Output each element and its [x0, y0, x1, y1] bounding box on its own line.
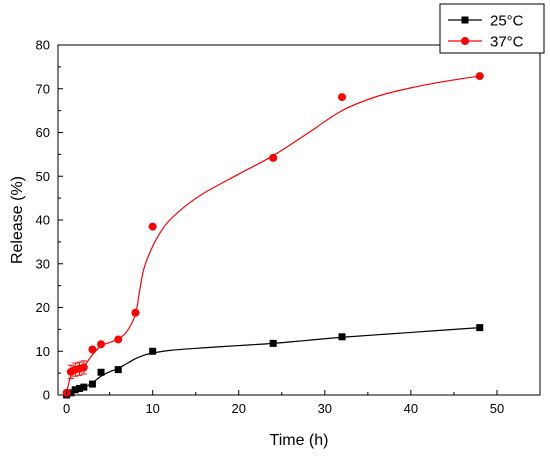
data-point-25c-5: [88, 380, 96, 388]
plot-area: [57, 44, 541, 396]
x-tick-label-20: 20: [232, 401, 246, 416]
y-tick-label-60: 60: [36, 125, 50, 140]
data-point-25c-6: [97, 368, 105, 376]
data-point-37c-8: [131, 308, 140, 317]
axes: 0 10 20 30 40 50 0 10 20 30 40 50 60 70 80: [36, 38, 541, 416]
legend: 25°C 37°C: [439, 3, 545, 54]
legend-label-37c: 37°C: [490, 34, 524, 51]
data-point-25c-7: [114, 366, 122, 374]
data-point-25c-10: [338, 333, 346, 341]
x-tick-label-10: 10: [145, 401, 159, 416]
data-point-25c-3: [76, 384, 84, 392]
data-point-25c-1: [67, 389, 75, 397]
y-tick-label-0: 0: [43, 388, 50, 403]
data-point-37c-12: [475, 72, 484, 81]
y-tick-label-30: 30: [36, 256, 50, 271]
legend-marker-37c: [461, 37, 469, 45]
data-point-37c-5: [88, 345, 97, 354]
y-tick-label-20: 20: [36, 300, 50, 315]
fit-curve-25c: [66, 327, 480, 396]
legend-entry-37c: 37°C: [448, 34, 524, 51]
data-point-37c-4: [79, 363, 88, 372]
data-point-37c-11: [338, 93, 347, 102]
legend-marker-25c: [461, 16, 469, 24]
legend-label-25c: 25°C: [490, 13, 524, 30]
data-point-25c-4: [80, 383, 88, 391]
data-point-25c-2: [71, 386, 79, 394]
y-axis-title: Release (%): [9, 176, 26, 264]
y-tick-label-10: 10: [36, 344, 50, 359]
x-tick-label-30: 30: [318, 401, 332, 416]
data-point-25c-9: [269, 339, 277, 347]
data-point-37c-10: [269, 153, 278, 162]
data-point-25c-11: [476, 324, 484, 332]
y-tick-label-40: 40: [36, 213, 50, 228]
x-tick-label-40: 40: [404, 401, 418, 416]
legend-entry-25c: 25°C: [448, 13, 524, 30]
x-tick-label-0: 0: [63, 401, 70, 416]
fit-curve-37c: [66, 75, 480, 393]
x-axis-title: Time (h): [270, 432, 329, 449]
data-point-25c-8: [149, 347, 157, 355]
fit-curves: [66, 75, 480, 396]
data-point-37c-9: [148, 222, 157, 231]
data-markers: [62, 72, 484, 399]
y-tick-label-70: 70: [36, 81, 50, 96]
plot-frame: [57, 44, 541, 396]
x-tick-label-50: 50: [490, 401, 504, 416]
legend-box: [439, 3, 545, 54]
data-point-37c-7: [114, 335, 123, 344]
y-tick-label-50: 50: [36, 169, 50, 184]
y-tick-label-80: 80: [36, 38, 50, 53]
data-point-37c-6: [97, 340, 106, 349]
